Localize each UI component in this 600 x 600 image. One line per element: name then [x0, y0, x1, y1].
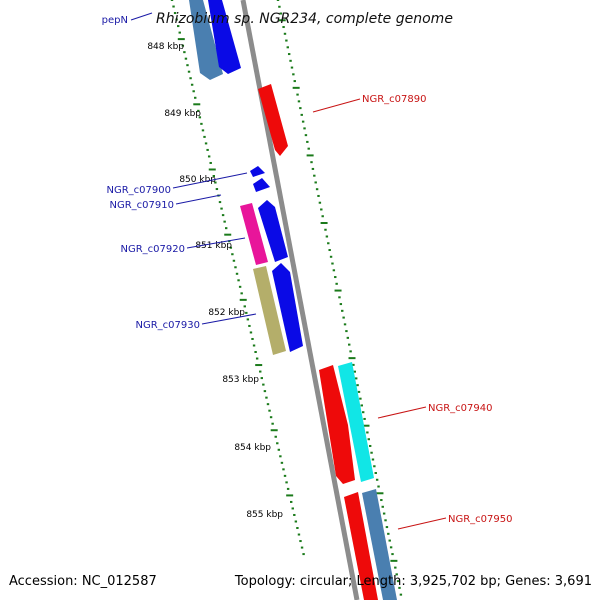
ruler-label-852: 852 kbp	[208, 308, 245, 318]
feature-ngr-c07950-b	[362, 489, 397, 600]
gene-label-ngr-c07950: NGR_c07950	[448, 514, 513, 525]
feature-ngr-c07930-a	[253, 266, 286, 355]
leader-ngr-c07910	[175, 194, 222, 205]
gene-label-ngr-c07890: NGR_c07890	[362, 94, 427, 105]
gene-label-ngr-c07930: NGR_c07930	[136, 320, 201, 331]
ruler-ticks-right	[276, 0, 403, 596]
gene-label-ngr-c07910: NGR_c07910	[110, 200, 175, 211]
map-title: Rhizobium sp. NGR234, complete genome	[156, 11, 453, 27]
leader-ngr-c07920	[186, 237, 246, 249]
leader-ngr-c07950	[397, 517, 447, 530]
ruler-labels: 848 kbp 849 kbp 850 kbp 851 kbp 852 kbp …	[147, 42, 283, 520]
leader-ngr-c07940	[377, 406, 427, 419]
ruler-label-848: 848 kbp	[147, 42, 184, 52]
gene-label-pepN: pepN	[102, 15, 128, 26]
feature-ngr-c07940-b	[338, 362, 374, 482]
topology-text: Topology: circular; Length: 3,925,702 bp…	[234, 574, 592, 589]
ruler-label-855: 855 kbp	[246, 510, 283, 520]
gene-label-ngr-c07900: NGR_c07900	[107, 185, 172, 196]
ruler-ticks-left	[170, 0, 305, 556]
feature-ngr-c07930-b	[272, 263, 303, 352]
feature-ngr-c07900	[250, 166, 265, 177]
feature-ngr-c07920-b	[258, 200, 288, 262]
leader-ngr-c07930	[201, 313, 257, 325]
gene-features	[189, 0, 397, 600]
ruler-label-854: 854 kbp	[234, 443, 271, 453]
gene-label-ngr-c07920: NGR_c07920	[121, 244, 186, 255]
ruler-label-853: 853 kbp	[222, 375, 259, 385]
feature-ngr-c07920-a	[240, 203, 268, 265]
leader-ngr-c07900	[172, 172, 248, 189]
feature-pepN-a	[189, 0, 223, 80]
gene-labels: pepN NGR_c07890 NGR_c07900 NGR_c07910 NG…	[102, 15, 513, 525]
gene-label-ngr-c07940: NGR_c07940	[428, 403, 493, 414]
accession-text: Accession: NC_012587	[9, 574, 157, 589]
feature-ngr-c07910	[253, 178, 270, 192]
ruler-label-849: 849 kbp	[164, 109, 201, 119]
ruler-label-851: 851 kbp	[195, 241, 232, 251]
feature-ngr-c07890	[258, 84, 288, 156]
leader-pepN	[130, 12, 153, 21]
leader-ngr-c07890	[312, 98, 361, 113]
feature-ngr-c07950-a	[344, 492, 378, 600]
feature-pepN-b	[208, 0, 241, 74]
feature-ngr-c07940-a	[319, 365, 355, 484]
ruler-label-850: 850 kbp	[179, 175, 216, 185]
label-leader-lines	[130, 12, 447, 530]
